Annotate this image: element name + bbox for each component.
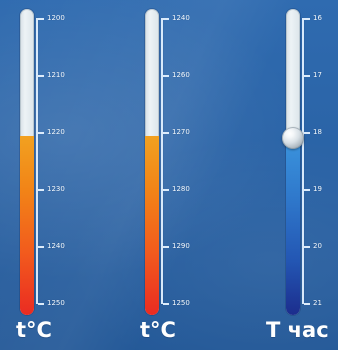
time-slider-track[interactable] [286,9,300,315]
time-slider-fill [286,136,300,315]
temperature-tick-1-1250 [38,303,44,305]
temperature-axis-1 [36,18,38,304]
temperature-gauge-2: 1240 1260 1270 1280 1290 1250 t°C [140,0,255,350]
time-tick-21 [304,303,310,305]
temperature-caption-1: t°C [16,318,52,342]
time-tick-20 [304,246,310,248]
time-slider-axis [302,18,304,304]
temperature-fill-1 [20,136,34,315]
time-label-19: 19 [313,185,322,193]
temperature-tick-2-1280 [163,189,169,191]
time-label-16: 16 [313,14,322,22]
time-slider-gauge[interactable]: 16 17 18 19 20 21 T час [266,0,338,350]
temperature-label-1-1210: 1210 [47,71,65,79]
temperature-tick-1-1220 [38,132,44,134]
time-label-17: 17 [313,71,322,79]
temperature-label-1-1230: 1230 [47,185,65,193]
temperature-tube-1 [20,9,34,315]
temperature-caption-2: t°C [140,318,176,342]
time-tick-16 [304,18,310,20]
temperature-tube-2 [145,9,159,315]
time-label-18: 18 [313,128,322,136]
time-tick-19 [304,189,310,191]
temperature-label-2-1260: 1260 [172,71,190,79]
temperature-tick-1-1230 [38,189,44,191]
temperature-tick-2-1260 [163,75,169,77]
temperature-gauge-1: 1200 1210 1220 1230 1240 1250 t°C [16,0,130,350]
temperature-label-2-1290: 1290 [172,242,190,250]
temperature-axis-2 [161,18,163,304]
temperature-tick-1-1200 [38,18,44,20]
slider-knob-icon[interactable] [282,127,304,149]
time-caption: T час [266,318,329,342]
temperature-tick-2-1240-top [163,18,169,20]
temperature-label-1-1240: 1240 [47,242,65,250]
temperature-label-2-1280: 1280 [172,185,190,193]
time-tick-18 [304,132,310,134]
temperature-tick-2-1250 [163,303,169,305]
temperature-tick-2-1270 [163,132,169,134]
time-label-20: 20 [313,242,322,250]
temperature-tick-1-1240 [38,246,44,248]
time-label-21: 21 [313,299,322,307]
temperature-tick-1-1210 [38,75,44,77]
temperature-label-2-1240-top: 1240 [172,14,190,22]
temperature-label-1-1220: 1220 [47,128,65,136]
temperature-label-2-1270: 1270 [172,128,190,136]
temperature-label-2-1250: 1250 [172,299,190,307]
time-tick-17 [304,75,310,77]
temperature-label-1-1200: 1200 [47,14,65,22]
temperature-label-1-1250: 1250 [47,299,65,307]
temperature-fill-2 [145,136,159,315]
temperature-tick-2-1290 [163,246,169,248]
